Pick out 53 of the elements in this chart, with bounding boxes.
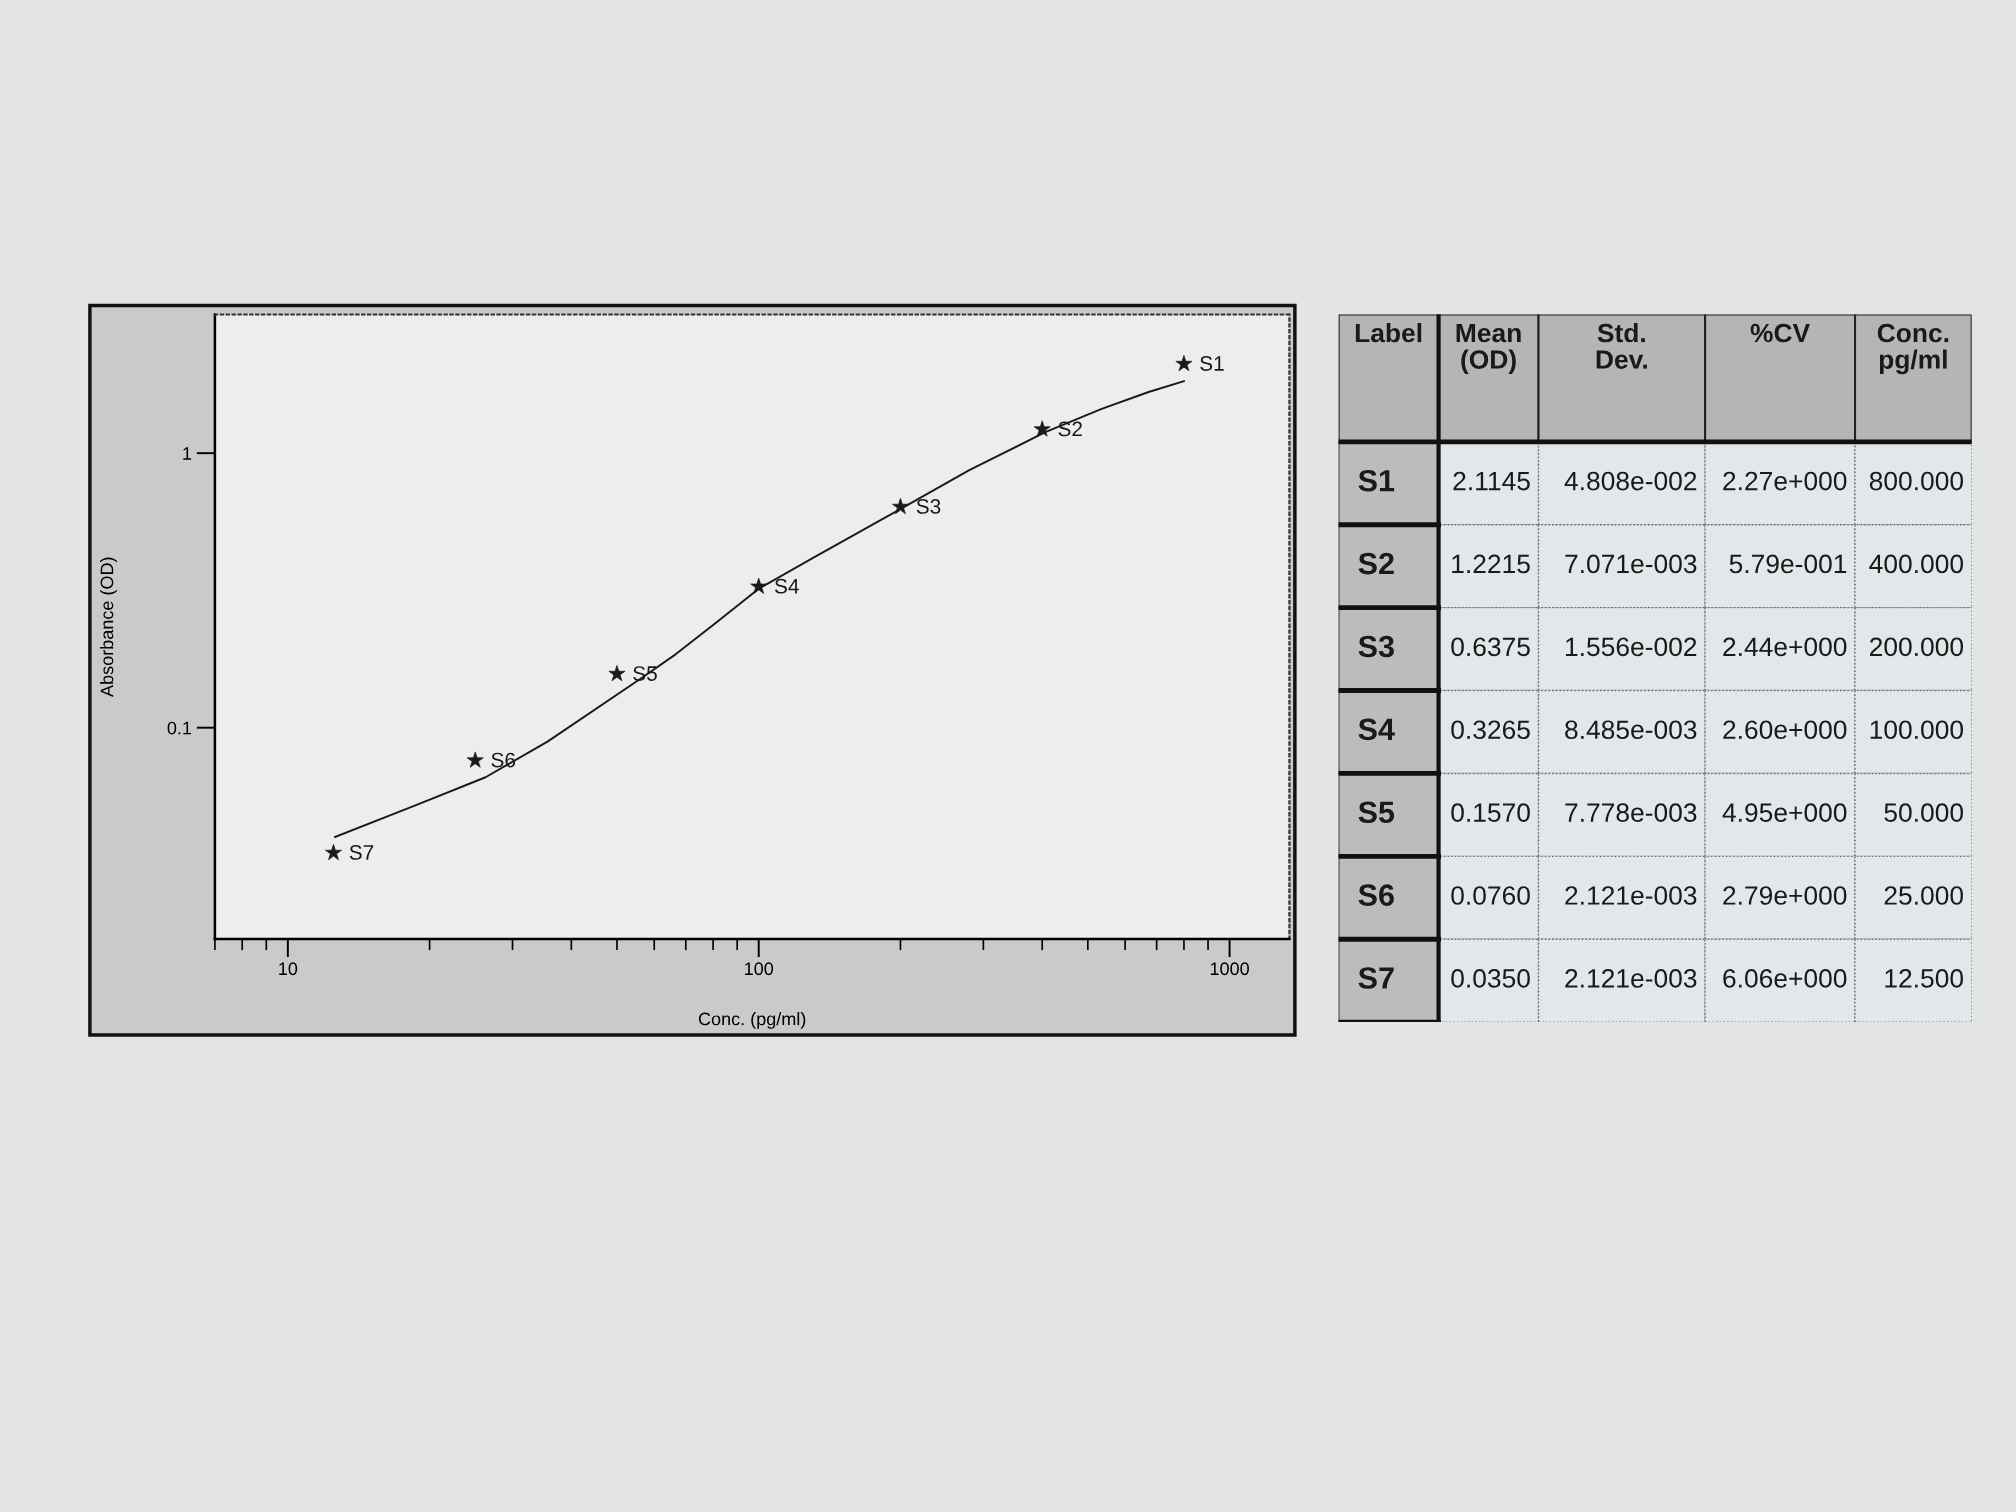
text: 200.000	[1870, 637, 1964, 657]
x-tick-label: 10	[279, 962, 298, 976]
text: 8.485e-003	[1565, 720, 1697, 740]
text: 7.778e-003	[1565, 803, 1697, 822]
annotation: S2	[1058, 421, 1082, 437]
text: 50.000	[1884, 803, 1964, 822]
x-axis-title: Conc. (pg/ml)	[698, 1012, 806, 1029]
text: 1.556e-002	[1566, 637, 1697, 657]
text: 2.60e+000	[1723, 720, 1847, 740]
category-label: %CV	[1750, 323, 1810, 343]
text: S4	[1358, 718, 1395, 741]
text: 6.06e+000	[1723, 969, 1847, 988]
text: S7	[1358, 967, 1394, 989]
category-label: Label	[1355, 322, 1422, 343]
text: 0.3265	[1451, 720, 1530, 740]
annotation: S7	[349, 845, 374, 860]
y-axis-title: Absorbance (OD)	[100, 557, 117, 697]
x-tick-label: 100	[745, 962, 774, 976]
y-tick-label: 1	[183, 447, 192, 460]
text: 12.500	[1885, 969, 1964, 988]
text: 5.79e-001	[1729, 554, 1847, 574]
text: S3	[1358, 635, 1394, 658]
text: 0.6375	[1451, 637, 1530, 657]
category-label: Mean (OD)	[1456, 323, 1521, 375]
text: 0.0760	[1451, 886, 1530, 905]
text: 1.2215	[1452, 554, 1530, 574]
text: 2.1145	[1453, 471, 1530, 491]
text: 0.0350	[1451, 969, 1530, 988]
text: 100.000	[1870, 720, 1964, 740]
text: S2	[1358, 552, 1394, 575]
y-tick-label: 0.1	[167, 721, 192, 735]
text: 2.27e+000	[1723, 471, 1847, 491]
text: 800.000	[1869, 471, 1964, 491]
text: 2.121e-003	[1565, 886, 1697, 905]
text: S1	[1358, 469, 1395, 492]
text: 25.000	[1884, 886, 1964, 905]
text: 2.121e-003	[1565, 969, 1697, 988]
x-tick-label: 1000	[1210, 962, 1249, 976]
text: 400.000	[1869, 554, 1964, 574]
text: 7.071e-003	[1565, 554, 1697, 574]
text: 2.79e+000	[1723, 886, 1847, 905]
text: 4.808e-002	[1564, 471, 1697, 491]
category-label: Std. Dev.	[1596, 322, 1647, 369]
annotation: S1	[1200, 356, 1224, 371]
text: S6	[1358, 884, 1394, 906]
text: 2.44e+000	[1723, 637, 1847, 657]
text: 4.95e+000	[1722, 803, 1847, 822]
text: S5	[1358, 801, 1395, 824]
text: 0.1570	[1451, 803, 1530, 822]
annotation: S6	[491, 752, 516, 768]
annotation: S3	[916, 499, 941, 514]
category-label: Conc. pg/ml	[1877, 323, 1949, 375]
annotation: S4	[774, 578, 799, 594]
